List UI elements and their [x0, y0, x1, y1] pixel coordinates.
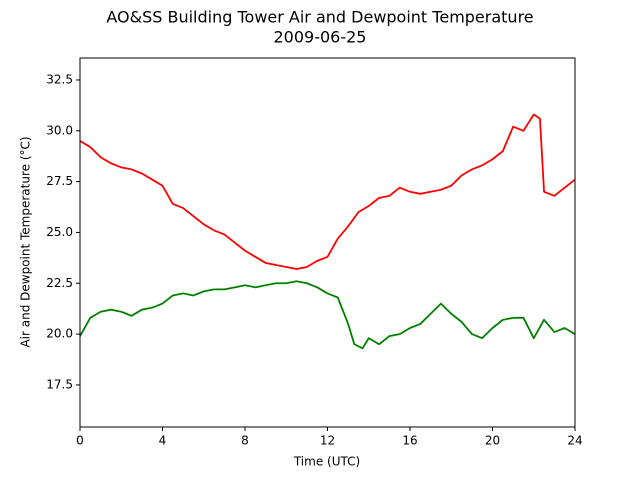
x-tick-label: 24	[567, 434, 582, 448]
y-tick-label: 30.0	[46, 123, 73, 137]
x-axis-label: Time (UTC)	[293, 455, 360, 469]
y-tick-label: 22.5	[46, 276, 73, 290]
x-tick-label: 12	[320, 434, 335, 448]
chart-subtitle: 2009-06-25	[274, 28, 367, 47]
y-tick-label: 25.0	[46, 225, 73, 239]
x-tick-label: 4	[159, 434, 167, 448]
y-axis-label: Air and Dewpoint Temperature (°C)	[19, 136, 33, 347]
x-tick-label: 0	[76, 434, 84, 448]
series-line	[79, 113, 576, 270]
x-tick-label: 8	[241, 434, 249, 448]
y-tick-label: 20.0	[46, 327, 73, 341]
y-tick-label: 27.5	[46, 174, 73, 188]
x-tick-label: 20	[485, 434, 500, 448]
x-tick-label: 16	[402, 434, 417, 448]
chart-title: AO&SS Building Tower Air and Dewpoint Te…	[106, 8, 533, 27]
y-tick-label: 17.5	[46, 377, 73, 391]
y-tick-label: 32.5	[46, 72, 73, 86]
plot-frame	[79, 57, 576, 428]
series-line	[79, 280, 576, 350]
